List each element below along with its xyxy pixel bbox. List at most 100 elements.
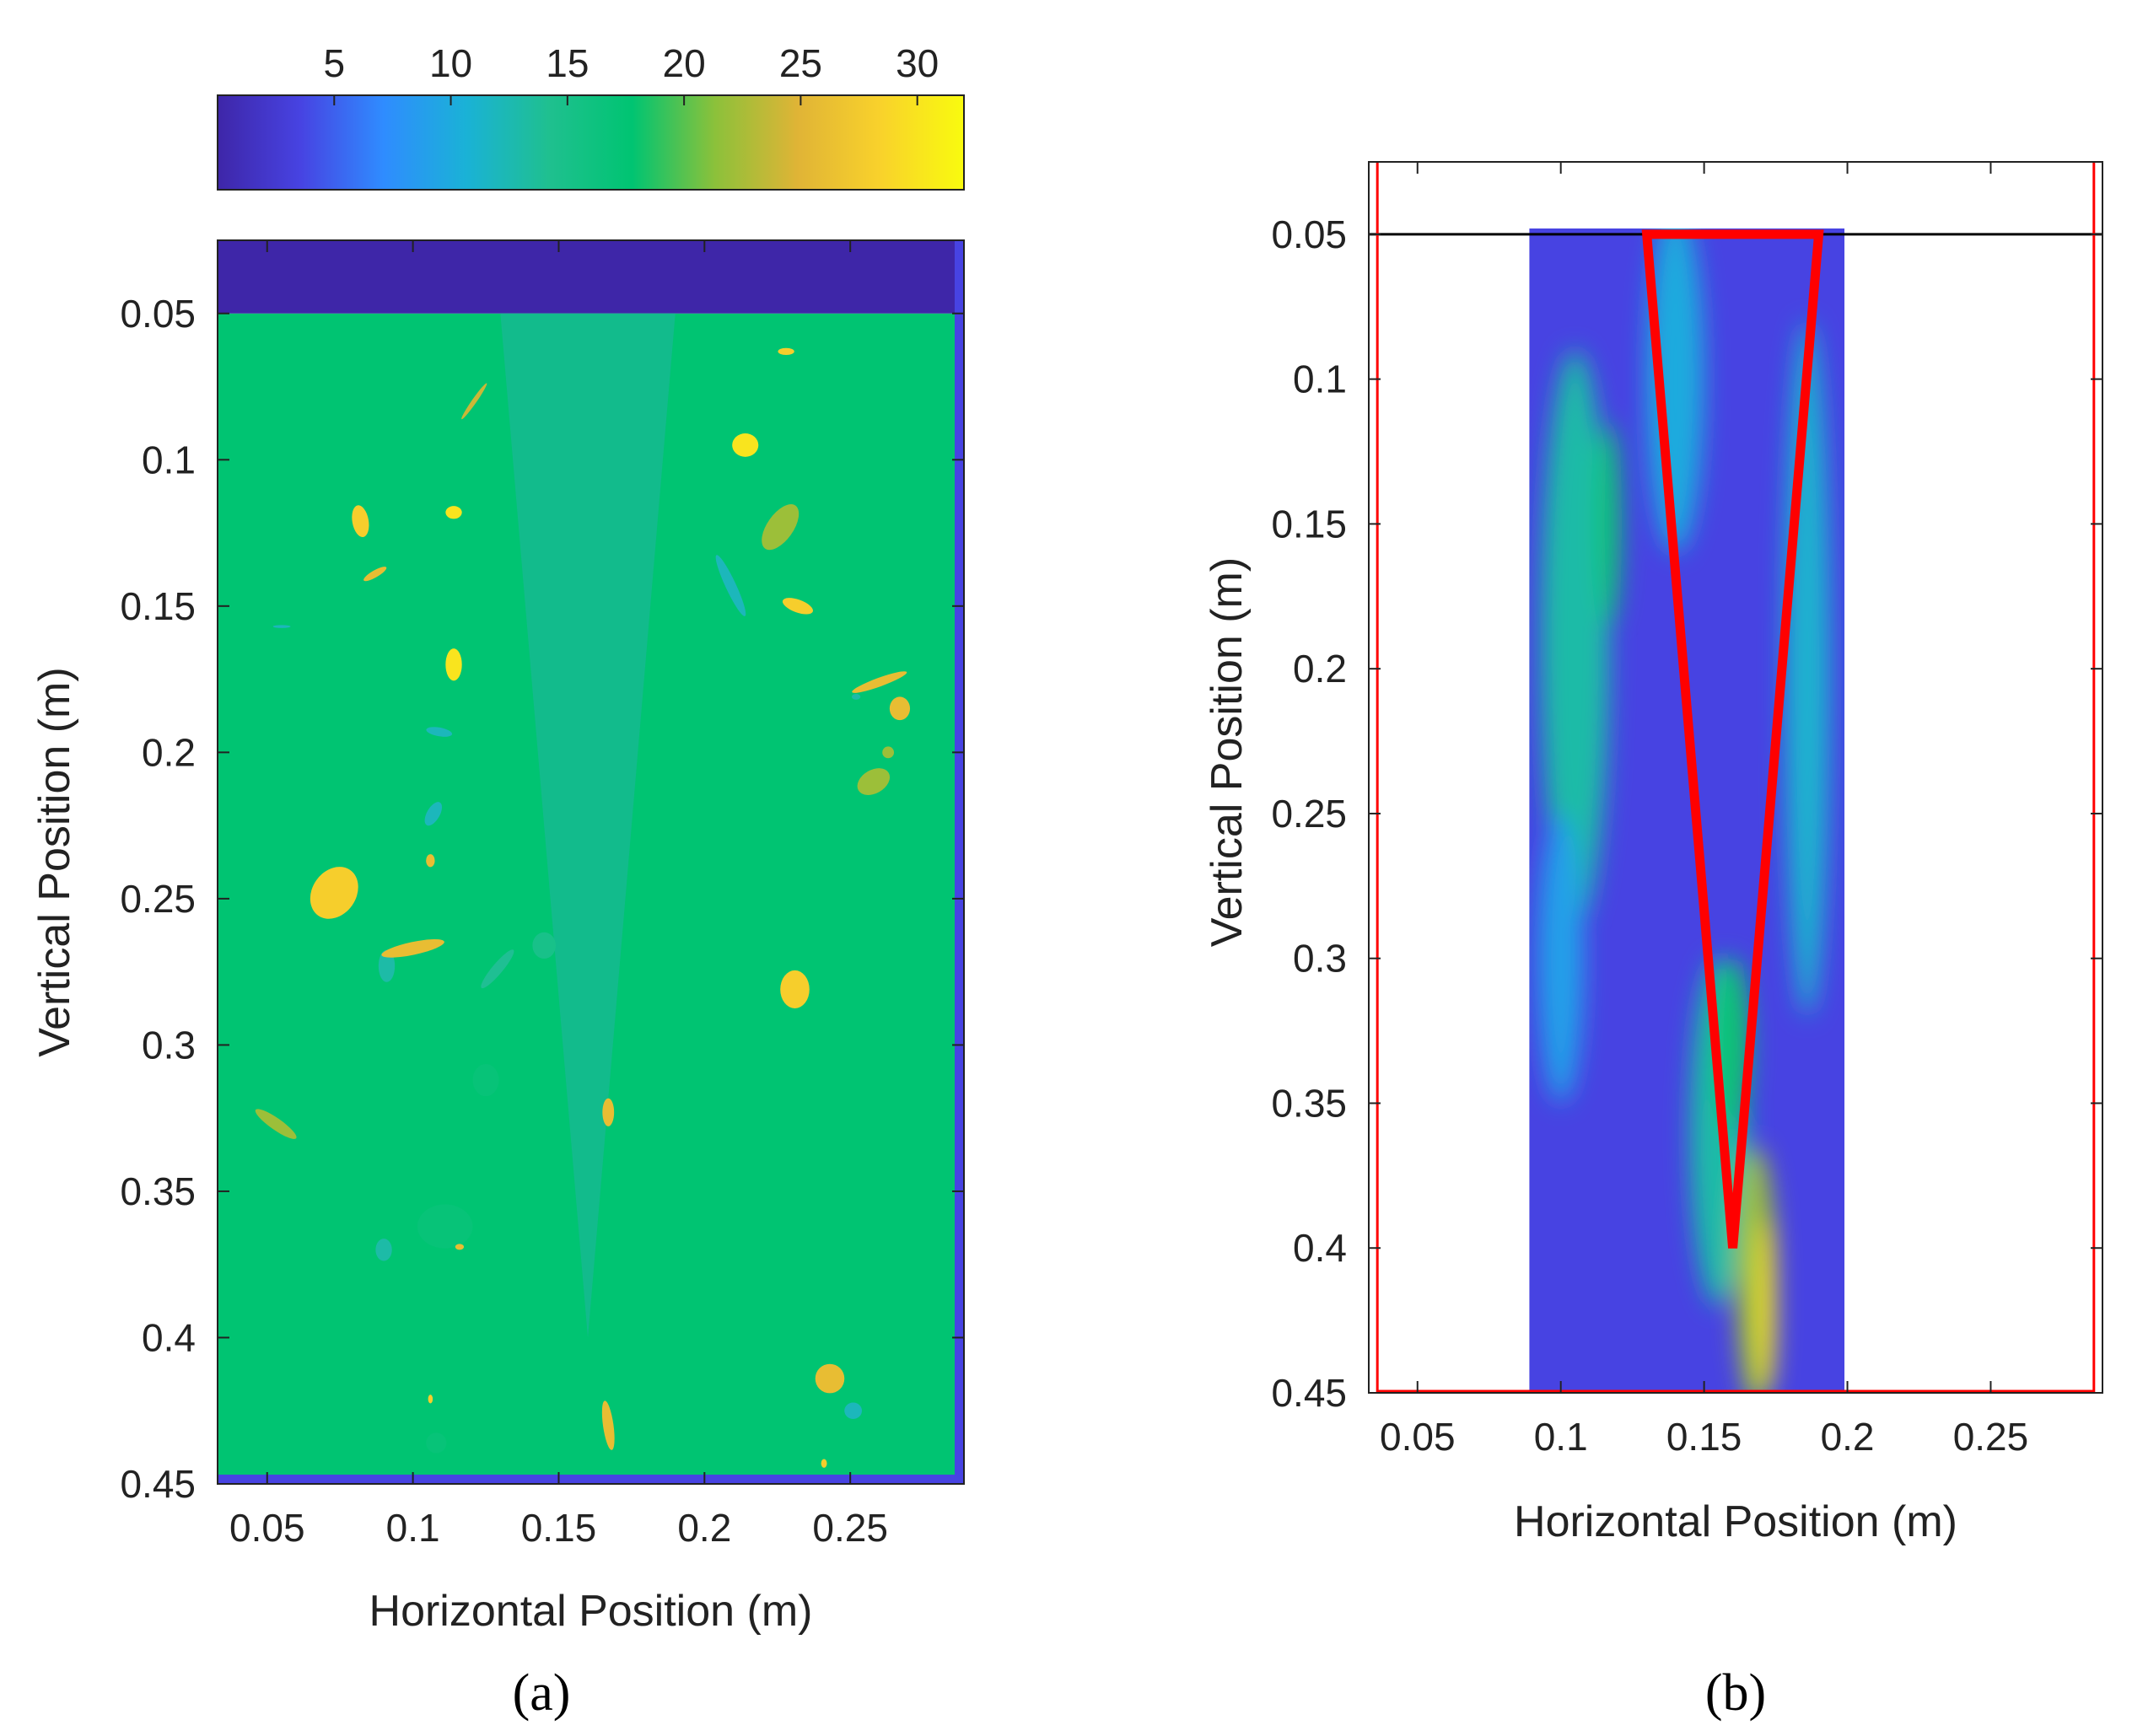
colorbar [217, 94, 965, 191]
inclusion [780, 970, 810, 1009]
caption-a: (a) [513, 1664, 571, 1722]
x-axis-ticks: 0.05 0.1 0.15 0.2 0.25 [1380, 162, 2028, 1459]
bottom-edge-band [218, 1475, 964, 1484]
inclusion [857, 768, 891, 795]
panel-b: 0.05 0.1 0.15 0.2 0.25 0.05 0.1 0.15 0.2 0.25 0.3… [1203, 161, 2103, 1722]
inclusion [778, 347, 794, 356]
inclusion [445, 506, 462, 519]
y-axis-ticks: 0.05 0.1 0.15 0.2 0.25 0.3 0.35 0.4 0.45 [1271, 212, 2102, 1415]
y-tick-label: 0.25 [1271, 792, 1347, 836]
heatmap-field [218, 240, 964, 1484]
inclusion [461, 383, 487, 420]
colorbar-tick-label: 10 [429, 41, 472, 85]
inclusion [255, 1109, 297, 1139]
x-tick-label: 0.15 [1666, 1415, 1742, 1459]
inclusion [601, 1400, 615, 1450]
y-tick-label: 0.1 [1293, 357, 1347, 401]
y-tick-label: 0.2 [1293, 647, 1347, 691]
x-tick-label: 0.1 [1534, 1415, 1588, 1459]
x-tick-label: 0.2 [677, 1506, 731, 1550]
inclusion [821, 1459, 827, 1468]
inclusion [428, 1395, 433, 1404]
target-cone-outline [1641, 229, 1824, 1249]
x-tick-label: 0.05 [1380, 1415, 1456, 1459]
y-tick-label: 0.15 [120, 584, 196, 628]
y-tick-label: 0.25 [120, 877, 196, 921]
inclusion [762, 504, 800, 551]
colorbar-tick-label: 20 [663, 41, 706, 85]
y-axis-label: Vertical Position (m) [30, 667, 79, 1056]
inclusion [455, 1244, 465, 1250]
y-axis-label: Vertical Position (m) [1203, 557, 1252, 947]
colorbar-ticks: 5 10 15 20 25 30 [323, 41, 939, 105]
x-tick-label: 0.25 [812, 1506, 888, 1550]
inclusion [815, 1363, 845, 1394]
caption-b: (b) [1705, 1664, 1766, 1722]
x-tick-label: 0.05 [229, 1506, 305, 1550]
inclusion [310, 867, 358, 919]
inclusion [715, 555, 746, 616]
inclusion [889, 696, 911, 721]
panel-a: 5 10 15 20 25 30 0.05 0.1 0.15 0.2 0.25 0.050.10.… [30, 41, 965, 1722]
y-tick-label: 0.35 [1271, 1081, 1347, 1125]
y-tick-label: 0.2 [142, 730, 196, 774]
reconstruction-blob [1715, 958, 1750, 1132]
x-tick-label: 0.2 [1821, 1415, 1875, 1459]
y-tick-label: 0.4 [142, 1315, 196, 1359]
inclusion [426, 1432, 447, 1454]
x-tick-label: 0.15 [521, 1506, 597, 1550]
reconstruction-blob [1646, 228, 1704, 553]
y-tick-label: 0.3 [1293, 937, 1347, 981]
x-axis-label: Horizontal Position (m) [1514, 1497, 1957, 1546]
plot-frame [217, 239, 965, 1485]
y-tick-label: 0.45 [1271, 1371, 1347, 1415]
y-tick-label: 0.3 [142, 1023, 196, 1067]
inclusion [352, 505, 369, 538]
colorbar-tick-label: 30 [896, 41, 939, 85]
inclusion [481, 949, 514, 989]
plot-frame [1368, 161, 2103, 1394]
x-axis-label: Horizontal Position (m) [369, 1587, 813, 1636]
reconstruction-image [1529, 228, 1845, 1394]
y-tick-label: 0.05 [1271, 212, 1347, 256]
inclusion [602, 1098, 615, 1126]
y-axis-ticks: 0.05 0.1 0.15 0.2 0.25 0.3 0.35 0.4 0.45 [120, 292, 964, 1506]
reconstruction-blob [1537, 813, 1584, 1104]
right-edge-band [955, 240, 964, 1484]
inclusion [732, 433, 759, 457]
inclusion [882, 746, 895, 759]
y-tick-label: 0.1 [142, 438, 196, 481]
inclusion [532, 932, 557, 959]
x-tick-label: 0.25 [1953, 1415, 2029, 1459]
inclusion [426, 854, 435, 868]
reconstruction-blob [1540, 350, 1610, 930]
inclusion [417, 1204, 473, 1249]
inclusion [445, 648, 462, 681]
y-tick-label: 0.45 [120, 1462, 196, 1506]
inclusion [363, 567, 387, 582]
y-tick-label: 0.35 [120, 1169, 196, 1213]
reconstruction-blob [1597, 422, 1622, 626]
inclusion [375, 1239, 392, 1261]
x-axis-ticks: 0.05 0.1 0.15 0.2 0.25 [229, 240, 888, 1550]
inclusion [381, 939, 444, 958]
y-tick-label: 0.05 [120, 292, 196, 336]
reconstruction-blob [1784, 320, 1831, 1017]
cone-region [500, 313, 676, 1338]
inclusion [472, 1063, 499, 1097]
inclusion [272, 625, 291, 628]
inclusion [851, 693, 861, 700]
reconstruction-blob [1758, 1218, 1776, 1393]
inclusion [426, 727, 453, 737]
x-tick-label: 0.1 [386, 1506, 440, 1550]
colorbar-tick-label: 5 [323, 41, 345, 85]
y-tick-label: 0.15 [1271, 502, 1347, 546]
colorbar-tick-label: 25 [779, 41, 822, 85]
inclusion [378, 949, 396, 982]
inclusion [782, 598, 814, 615]
colorbar-tick-label: 15 [546, 41, 589, 85]
inclusions [255, 347, 911, 1468]
inclusion [852, 671, 907, 693]
air-layer [218, 240, 964, 314]
